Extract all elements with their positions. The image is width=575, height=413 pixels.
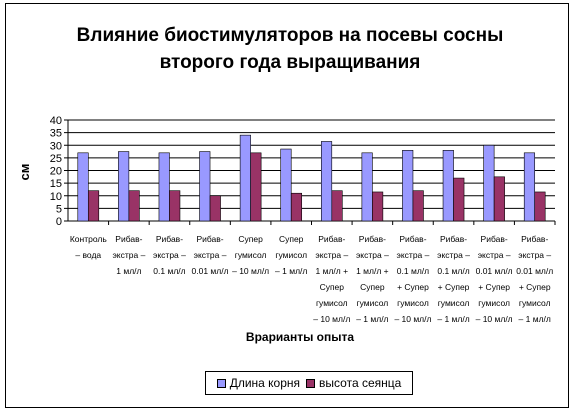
x-tick-label: 1 мл/л + — [356, 266, 389, 276]
x-tick-label: Рибав- — [481, 234, 508, 244]
x-tick-label: экстра – — [437, 250, 470, 260]
x-tick-label: Рибав- — [440, 234, 467, 244]
x-tick-label: – вода — [75, 250, 101, 260]
x-tick-label: гумисол — [438, 298, 470, 308]
x-tick-label: экстра – — [194, 250, 227, 260]
x-tick-label: гумисол — [357, 298, 389, 308]
x-tick-label: гумисол — [235, 250, 267, 260]
bar-root-length — [402, 150, 414, 222]
bar-seedling-height — [372, 191, 384, 222]
bar-root-length — [158, 152, 170, 222]
x-tick-label: 1 мл/л — [116, 266, 141, 276]
x-tick-label: Рибав- — [318, 234, 345, 244]
x-tick-label: Рибав- — [196, 234, 223, 244]
x-tick-label: 0.01 мл/л — [476, 266, 513, 276]
chart-title-line-2: второго года выращивания — [159, 52, 421, 73]
bar-seedling-height — [290, 192, 303, 222]
x-tick-label: – 10 мл/л — [394, 314, 431, 324]
bar-seedling-height — [87, 190, 100, 222]
chart-title-line-1: Влияние биостимуляторов на посевы сосны — [76, 25, 504, 46]
x-tick-label: 0.1 мл/л — [153, 266, 185, 276]
x-tick-label: – 1 мл/л — [437, 314, 469, 324]
bar-root-length — [361, 152, 373, 222]
legend-label-root-length: Длина корня — [229, 376, 301, 390]
legend: Длина корня высота сеянца — [205, 371, 413, 395]
bar-root-length — [483, 144, 495, 222]
y-tick-label: 10 — [50, 191, 62, 203]
y-tick-label: 0 — [56, 216, 62, 228]
x-tick-label: 0.01 мл/л — [516, 266, 553, 276]
x-tick-label: Супер — [238, 234, 263, 244]
x-tick-label: 1 мл/л + — [316, 266, 349, 276]
chart-title: Влияние биостимуляторов на посевы сосны … — [40, 22, 540, 76]
x-tick-label: Супер — [360, 282, 385, 292]
x-tick-label: экстра – — [112, 250, 145, 260]
bar-seedling-height — [209, 195, 221, 222]
x-tick-label: – 10 мл/л — [476, 314, 513, 324]
x-tick-label: экстра – — [478, 250, 511, 260]
x-tick-label: 0.1 мл/л — [437, 266, 469, 276]
x-tick-label: – 1 мл/л — [356, 314, 388, 324]
legend-swatch-seedling-height — [306, 378, 316, 388]
x-tick-label: Рибав- — [359, 234, 386, 244]
x-tick-label: + Супер — [438, 282, 470, 292]
y-tick-label: 35 — [50, 128, 62, 140]
bar-root-length — [442, 150, 454, 222]
legend-item-seedling-height: высота сеянца — [306, 376, 401, 390]
x-axis-label: Врарианты опыта — [245, 330, 355, 344]
bar-seedling-height — [453, 177, 465, 222]
x-tick-label: Рибав- — [521, 234, 548, 244]
x-tick-label: Супер — [279, 234, 304, 244]
y-tick-label: 30 — [50, 140, 62, 152]
x-tick-label: экстра – — [153, 250, 186, 260]
y-tick-label: 5 — [56, 203, 62, 215]
bar-root-length — [118, 151, 130, 222]
x-tick-label: Рибав- — [156, 234, 183, 244]
y-tick-label: 25 — [50, 153, 62, 165]
x-tick-label: экстра – — [356, 250, 389, 260]
x-tick-label: экстра – — [397, 250, 430, 260]
x-tick-label: Супер — [320, 282, 345, 292]
x-tick-label: + Супер — [478, 282, 510, 292]
x-tick-label: гумисол — [397, 298, 429, 308]
x-tick-label: + Супер — [519, 282, 551, 292]
x-tick-label: – 1 мл/л — [275, 266, 307, 276]
x-tick-label: гумисол — [478, 298, 510, 308]
y-tick-label: 20 — [50, 166, 62, 178]
bar-seedling-height — [493, 176, 505, 222]
x-tick-label: Контроль — [70, 234, 107, 244]
bar-root-length — [320, 141, 333, 222]
x-tick-label: гумисол — [519, 298, 551, 308]
legend-label-seedling-height: высота сеянца — [319, 376, 402, 390]
bar-seedling-height — [250, 152, 262, 222]
bar-seedling-height — [331, 190, 343, 222]
legend-swatch-root-length — [216, 378, 226, 388]
x-tick-label: гумисол — [316, 298, 348, 308]
y-tick-label: 15 — [50, 178, 62, 190]
x-tick-label: + Супер — [397, 282, 429, 292]
x-tick-label: 0.01 мл/л — [192, 266, 229, 276]
bar-root-length — [199, 151, 211, 222]
x-tick-label: экстра – — [315, 250, 348, 260]
bar-seedling-height — [128, 190, 140, 222]
x-tick-label: – 1 мл/л — [519, 314, 551, 324]
x-tick-label: Рибав- — [115, 234, 142, 244]
x-tick-label: экстра – — [518, 250, 551, 260]
legend-item-root-length: Длина корня — [216, 376, 301, 390]
bar-seedling-height — [412, 190, 424, 222]
bar-seedling-height — [169, 190, 181, 222]
bar-root-length — [77, 152, 89, 222]
x-tick-label: гумисол — [275, 250, 307, 260]
x-tick-label: – 10 мл/л — [232, 266, 269, 276]
bar-root-length — [239, 134, 251, 222]
bar-root-length — [280, 148, 292, 222]
bar-seedling-height — [534, 191, 546, 222]
bar-root-length — [523, 152, 536, 222]
y-tick-label: 40 — [50, 115, 62, 127]
x-tick-label: – 10 мл/л — [313, 314, 350, 324]
x-tick-label: 0.1 мл/л — [397, 266, 429, 276]
x-tick-label: Рибав- — [399, 234, 426, 244]
